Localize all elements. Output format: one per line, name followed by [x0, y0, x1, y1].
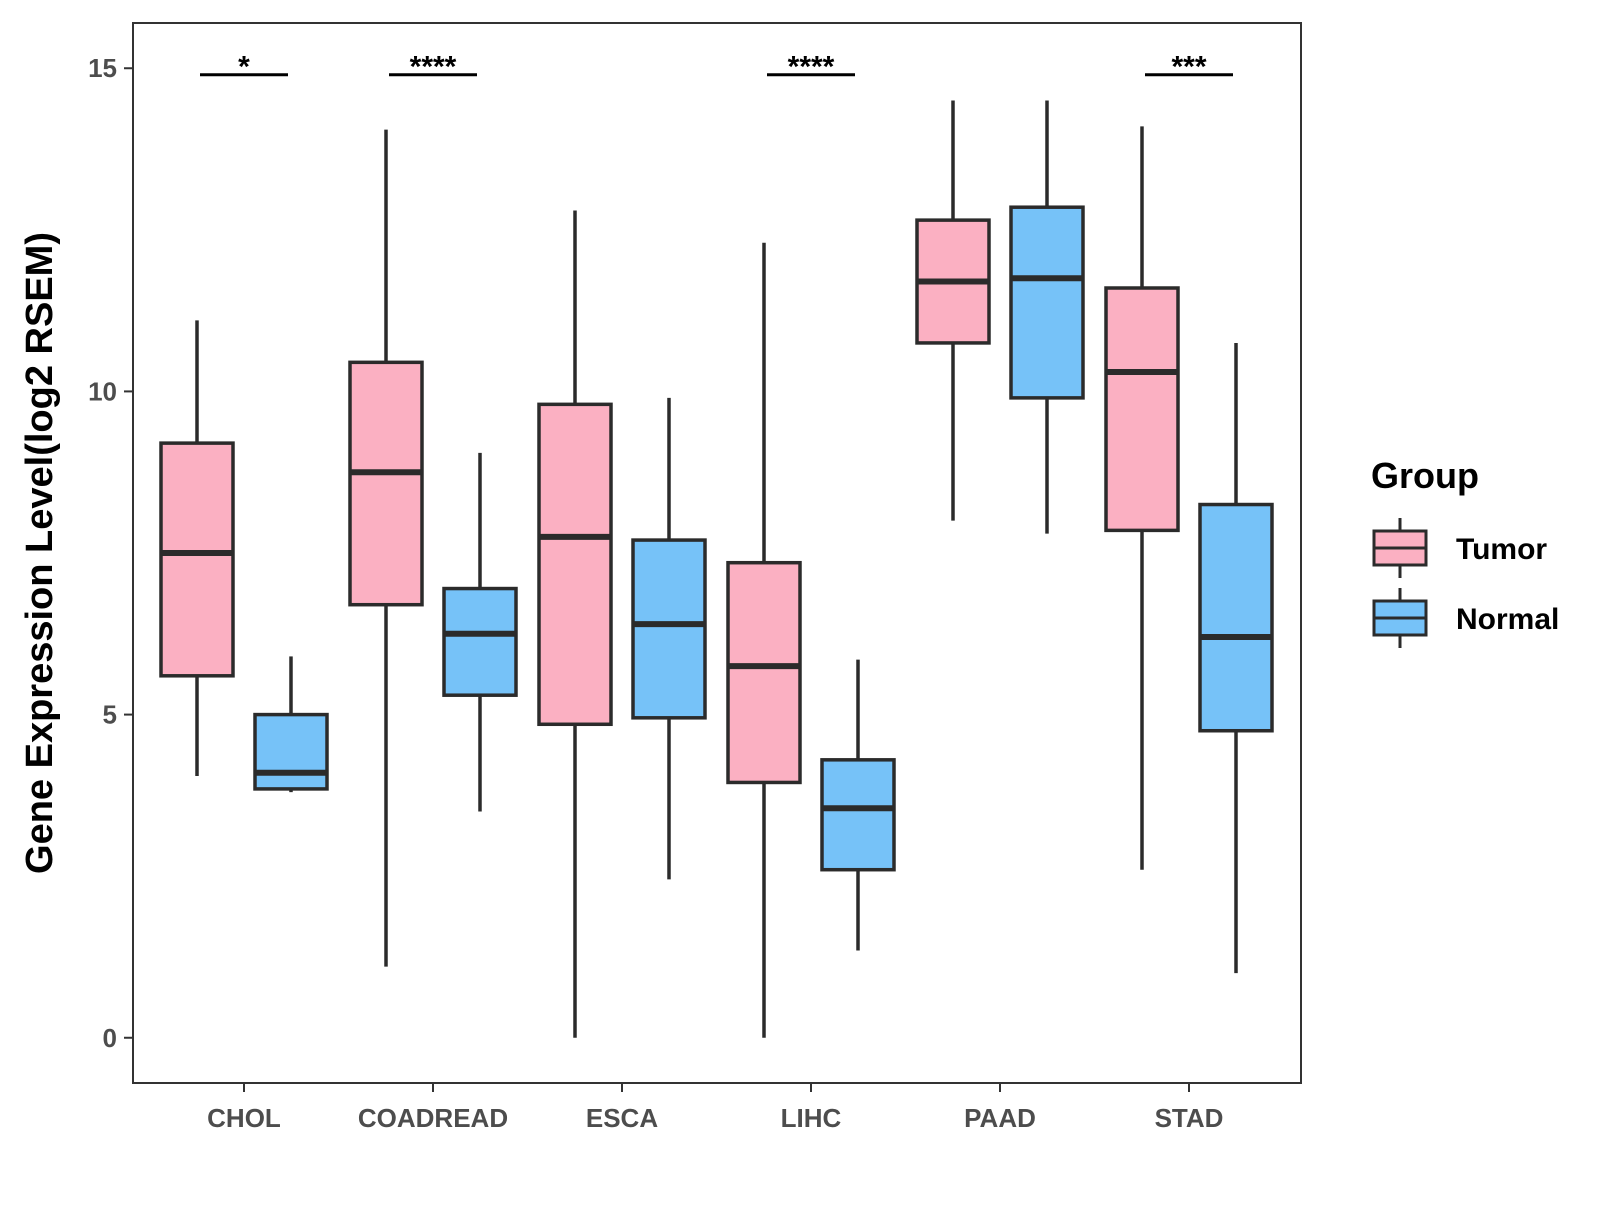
series-tumor	[159, 100, 1180, 1038]
box-iqr	[159, 441, 235, 678]
box-normal-esca	[631, 397, 707, 880]
legend-entry-tumor: Tumor	[1372, 518, 1547, 578]
box-iqr	[726, 560, 802, 785]
box-normal-stad	[1198, 342, 1274, 974]
box-iqr	[1104, 286, 1180, 533]
significance-label: *	[238, 51, 250, 84]
series-normal	[253, 100, 1274, 974]
legend-label: Tumor	[1456, 533, 1547, 566]
box-normal-coadread	[442, 452, 518, 812]
box-tumor-paad	[915, 100, 991, 521]
y-tick-label: 0	[103, 1023, 117, 1053]
significance-annotations: * **** **** ***	[200, 51, 1233, 84]
y-tick-label: 5	[103, 700, 117, 730]
x-tick-label: CHOL	[207, 1103, 281, 1133]
box-tumor-esca	[537, 210, 613, 1038]
x-tick-label: LIHC	[781, 1103, 842, 1133]
box-iqr	[631, 538, 707, 720]
y-tick-label: 10	[88, 376, 117, 406]
legend: Group Tumor Normal	[1371, 455, 1559, 648]
significance-label: ***	[1171, 51, 1206, 84]
box-iqr	[820, 758, 896, 872]
box-iqr	[348, 360, 424, 607]
x-tick-label: ESCA	[586, 1103, 658, 1133]
box-series	[159, 100, 1274, 1038]
box-tumor-coadread	[348, 129, 424, 967]
y-axis-title: Gene Expression Level(log2 RSEM)	[19, 232, 61, 874]
y-tick-label: 15	[88, 53, 117, 83]
legend-title: Group	[1371, 455, 1479, 496]
x-tick-label: PAAD	[964, 1103, 1036, 1133]
significance-label: ****	[788, 51, 835, 84]
box-iqr	[1009, 205, 1085, 400]
box-iqr	[537, 402, 613, 727]
box-iqr	[442, 586, 518, 697]
x-tick-label: STAD	[1155, 1103, 1224, 1133]
box-normal-lihc	[820, 659, 896, 951]
box-tumor-stad	[1104, 126, 1180, 870]
box-tumor-chol	[159, 320, 235, 776]
x-tick-label: COADREAD	[358, 1103, 508, 1133]
box-normal-chol	[253, 656, 329, 793]
x-axis: CHOL COADREAD ESCA LIHC PAAD STAD	[207, 1083, 1223, 1133]
box-iqr	[253, 712, 329, 791]
box-iqr	[1198, 502, 1274, 733]
box-tumor-lihc	[726, 242, 802, 1038]
legend-label: Normal	[1456, 603, 1559, 636]
legend-entry-normal: Normal	[1372, 588, 1559, 648]
panel-border	[132, 22, 1302, 1084]
significance-label: ****	[410, 51, 457, 84]
y-axis: 0 5 10 15	[88, 53, 133, 1053]
box-normal-paad	[1009, 100, 1085, 534]
